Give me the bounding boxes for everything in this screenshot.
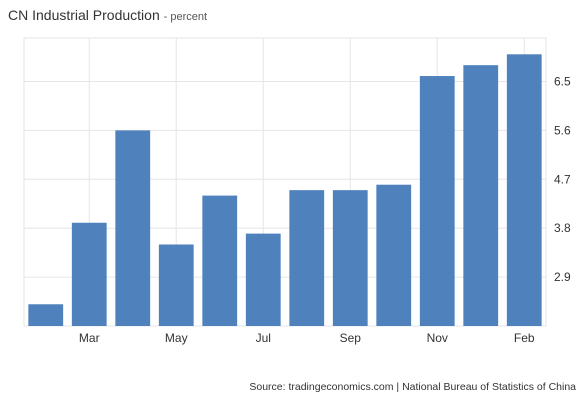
y-tick-label: 3.8 [554,221,571,235]
bar [115,130,151,326]
bar [71,222,107,326]
bar [332,190,368,326]
x-tick-label: May [165,331,188,345]
chart-title-text: CN Industrial Production [8,7,160,23]
bar [158,244,194,326]
plot-frame [23,37,547,327]
x-tick-label: Nov [427,331,448,345]
y-tick-label: 2.9 [554,270,571,284]
y-tick-label: 5.6 [554,123,571,137]
x-axis-labels: Mar May Jul Sep Nov Feb [79,331,535,345]
bar [376,184,412,326]
x-tick-label: Mar [79,331,100,345]
y-axis-labels: 2.9 3.8 4.7 5.6 6.5 [554,74,571,284]
x-tick-label: Feb [514,331,535,345]
bar [419,76,455,326]
bar [506,54,542,327]
bar [28,304,64,326]
x-tick-label: Jul [256,331,271,345]
chart-subtitle: - percent [163,11,208,23]
bar [245,233,281,326]
bars-layer [28,54,542,327]
bar [289,190,325,326]
y-tick-label: 4.7 [554,172,571,186]
x-tick-label: Sep [340,331,362,345]
chart-title: CN Industrial Production - percent [8,7,207,23]
source-note: Source: tradingeconomics.com | National … [249,381,576,393]
bar [463,65,499,327]
bar [202,195,238,326]
y-tick-label: 6.5 [554,74,571,88]
